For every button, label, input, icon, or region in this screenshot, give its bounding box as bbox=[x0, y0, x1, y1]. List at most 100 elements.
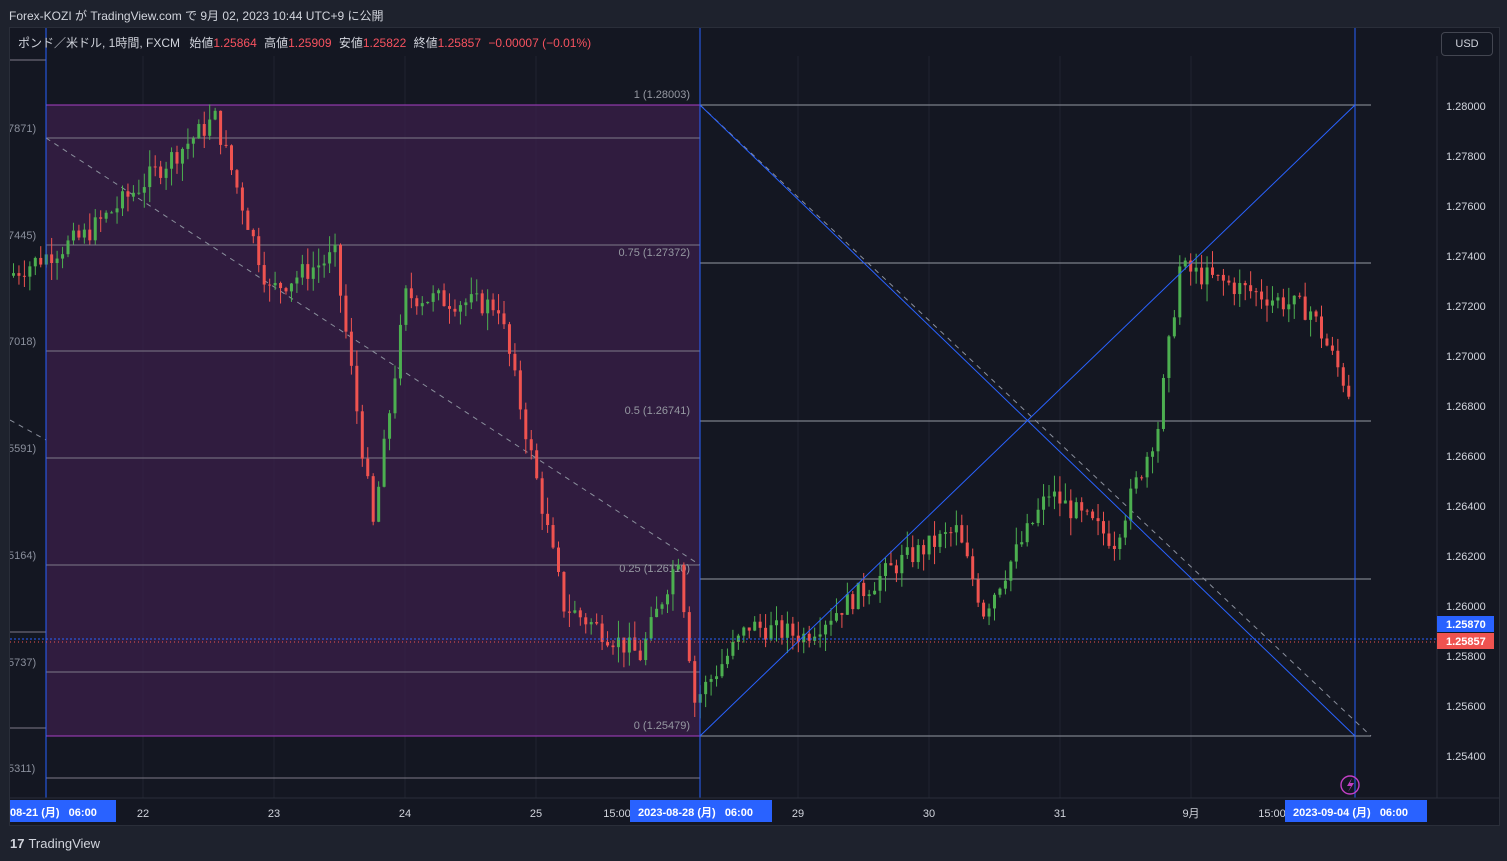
fib-level-label: 0.75 (1.27372) bbox=[618, 247, 690, 259]
candle-body bbox=[388, 413, 392, 439]
candle-body bbox=[28, 266, 32, 277]
price-axis[interactable]: 1.28000 1.27800 1.27600 1.27400 1.27200 … bbox=[1436, 56, 1494, 798]
fib-left-label: 5737) bbox=[10, 657, 36, 669]
candle-body bbox=[529, 439, 533, 451]
candle-body bbox=[240, 187, 244, 211]
trend-line-up[interactable] bbox=[699, 104, 1356, 737]
tradingview-mark-icon: 17 bbox=[10, 836, 25, 851]
price-tick: 1.28000 bbox=[1446, 101, 1486, 113]
candle-body bbox=[693, 661, 697, 703]
candle-body bbox=[22, 275, 26, 277]
candle-body bbox=[546, 513, 550, 526]
time-badge-right-text: 2023-09-04 (月) 06:00 bbox=[1293, 806, 1408, 819]
time-tick: 31 bbox=[1054, 808, 1066, 820]
candle-body bbox=[1232, 282, 1236, 295]
candle-body bbox=[1227, 280, 1231, 283]
candle-body bbox=[170, 152, 174, 169]
candle-body bbox=[224, 144, 228, 146]
time-tick: 15:00 bbox=[1258, 808, 1286, 820]
candle-body bbox=[1347, 385, 1351, 397]
candle-body bbox=[55, 258, 59, 264]
candle-body bbox=[518, 370, 522, 410]
price-tick: 1.26000 bbox=[1446, 601, 1486, 613]
candle-body bbox=[1123, 520, 1127, 538]
candle-body bbox=[1058, 491, 1062, 504]
candle-body bbox=[355, 365, 359, 412]
left-fib-zone[interactable]: 7871) 7445) 7018) 5591) 5164) 5737) 5311… bbox=[10, 59, 701, 779]
candle-body bbox=[513, 353, 517, 371]
candle-body bbox=[1298, 295, 1302, 297]
candle-body bbox=[164, 168, 168, 178]
candle-body bbox=[339, 244, 342, 296]
candle-body bbox=[960, 525, 964, 543]
candle-body bbox=[99, 217, 103, 219]
chart-pane[interactable]: ポンド／米ドル, 1時間, FXCM 始値1.25864 高値1.25909 安… bbox=[9, 27, 1500, 826]
candle-body bbox=[110, 212, 114, 214]
candle-body bbox=[938, 533, 942, 547]
candle-body bbox=[262, 265, 266, 285]
candle-body bbox=[213, 110, 217, 120]
candle-body bbox=[1194, 267, 1198, 272]
legend-symbol: ポンド／米ドル, 1時間, FXCM bbox=[18, 36, 181, 50]
tradingview-logo[interactable]: 17 TradingView bbox=[10, 836, 100, 851]
fib-left-label: 5164) bbox=[10, 550, 36, 562]
candle-body bbox=[802, 633, 806, 643]
candle-body bbox=[453, 308, 457, 312]
candle-body bbox=[987, 608, 991, 617]
price-chart[interactable]: 7871) 7445) 7018) 5591) 5164) 5737) 5311… bbox=[10, 28, 1499, 825]
candle-body bbox=[1129, 488, 1133, 521]
candle-body bbox=[916, 545, 920, 563]
time-axis[interactable]: 22 23 24 25 15:00 29 30 31 9月 15:00 08-2… bbox=[10, 797, 1499, 822]
candle-body bbox=[404, 288, 408, 325]
candle-body bbox=[1200, 267, 1204, 285]
candle-body bbox=[633, 637, 637, 651]
candle-body bbox=[709, 679, 713, 682]
candle-body bbox=[764, 627, 768, 640]
candle-body bbox=[600, 623, 604, 642]
candle-body bbox=[1243, 283, 1247, 286]
candle-body bbox=[1292, 295, 1296, 305]
candle-body bbox=[268, 284, 272, 286]
candle-body bbox=[622, 637, 626, 653]
time-tick: 30 bbox=[923, 808, 935, 820]
candle-body bbox=[682, 564, 686, 613]
time-tick: 29 bbox=[792, 808, 804, 820]
candle-body bbox=[333, 244, 337, 253]
tradingview-brand: TradingView bbox=[28, 836, 101, 851]
time-badge-right bbox=[1285, 800, 1427, 822]
candle-body bbox=[704, 681, 708, 695]
candle-body bbox=[578, 610, 582, 618]
candle-body bbox=[731, 641, 735, 656]
candle-body bbox=[856, 582, 860, 610]
candle-body bbox=[1189, 260, 1193, 272]
candle-body bbox=[873, 590, 877, 595]
candle-body bbox=[1167, 336, 1171, 378]
time-tick: 25 bbox=[530, 808, 542, 820]
candle-body bbox=[1336, 350, 1340, 368]
right-fib-tool[interactable]: 1 (1.28003) 0.75 (1.27372) 0.5 (1.26741)… bbox=[618, 89, 1372, 737]
candle-body bbox=[1314, 311, 1318, 317]
candle-body bbox=[458, 305, 462, 312]
candle-body bbox=[415, 298, 419, 307]
candle-body bbox=[1260, 291, 1264, 300]
candle-body bbox=[840, 613, 844, 615]
close-price-badge-text: 1.25857 bbox=[1446, 636, 1486, 648]
candle-body bbox=[1052, 491, 1056, 497]
candle-body bbox=[720, 664, 724, 677]
candle-body bbox=[927, 535, 931, 555]
price-tick: 1.27600 bbox=[1446, 201, 1486, 213]
ohlc-legend: ポンド／米ドル, 1時間, FXCM 始値1.25864 高値1.25909 安… bbox=[18, 34, 591, 51]
lightning-icon[interactable] bbox=[1340, 775, 1360, 795]
candle-body bbox=[1221, 274, 1225, 281]
candle-body bbox=[491, 299, 495, 311]
candle-body bbox=[747, 627, 751, 631]
currency-button[interactable]: USD bbox=[1441, 32, 1493, 56]
fib-left-label: 7018) bbox=[10, 336, 36, 348]
candle-body bbox=[1063, 500, 1067, 504]
candle-body bbox=[175, 152, 179, 164]
candle-body bbox=[905, 547, 909, 555]
candle-body bbox=[1249, 285, 1253, 292]
drawings[interactable] bbox=[10, 28, 1437, 798]
candle-body bbox=[251, 229, 255, 237]
price-tick: 1.26400 bbox=[1446, 501, 1486, 513]
